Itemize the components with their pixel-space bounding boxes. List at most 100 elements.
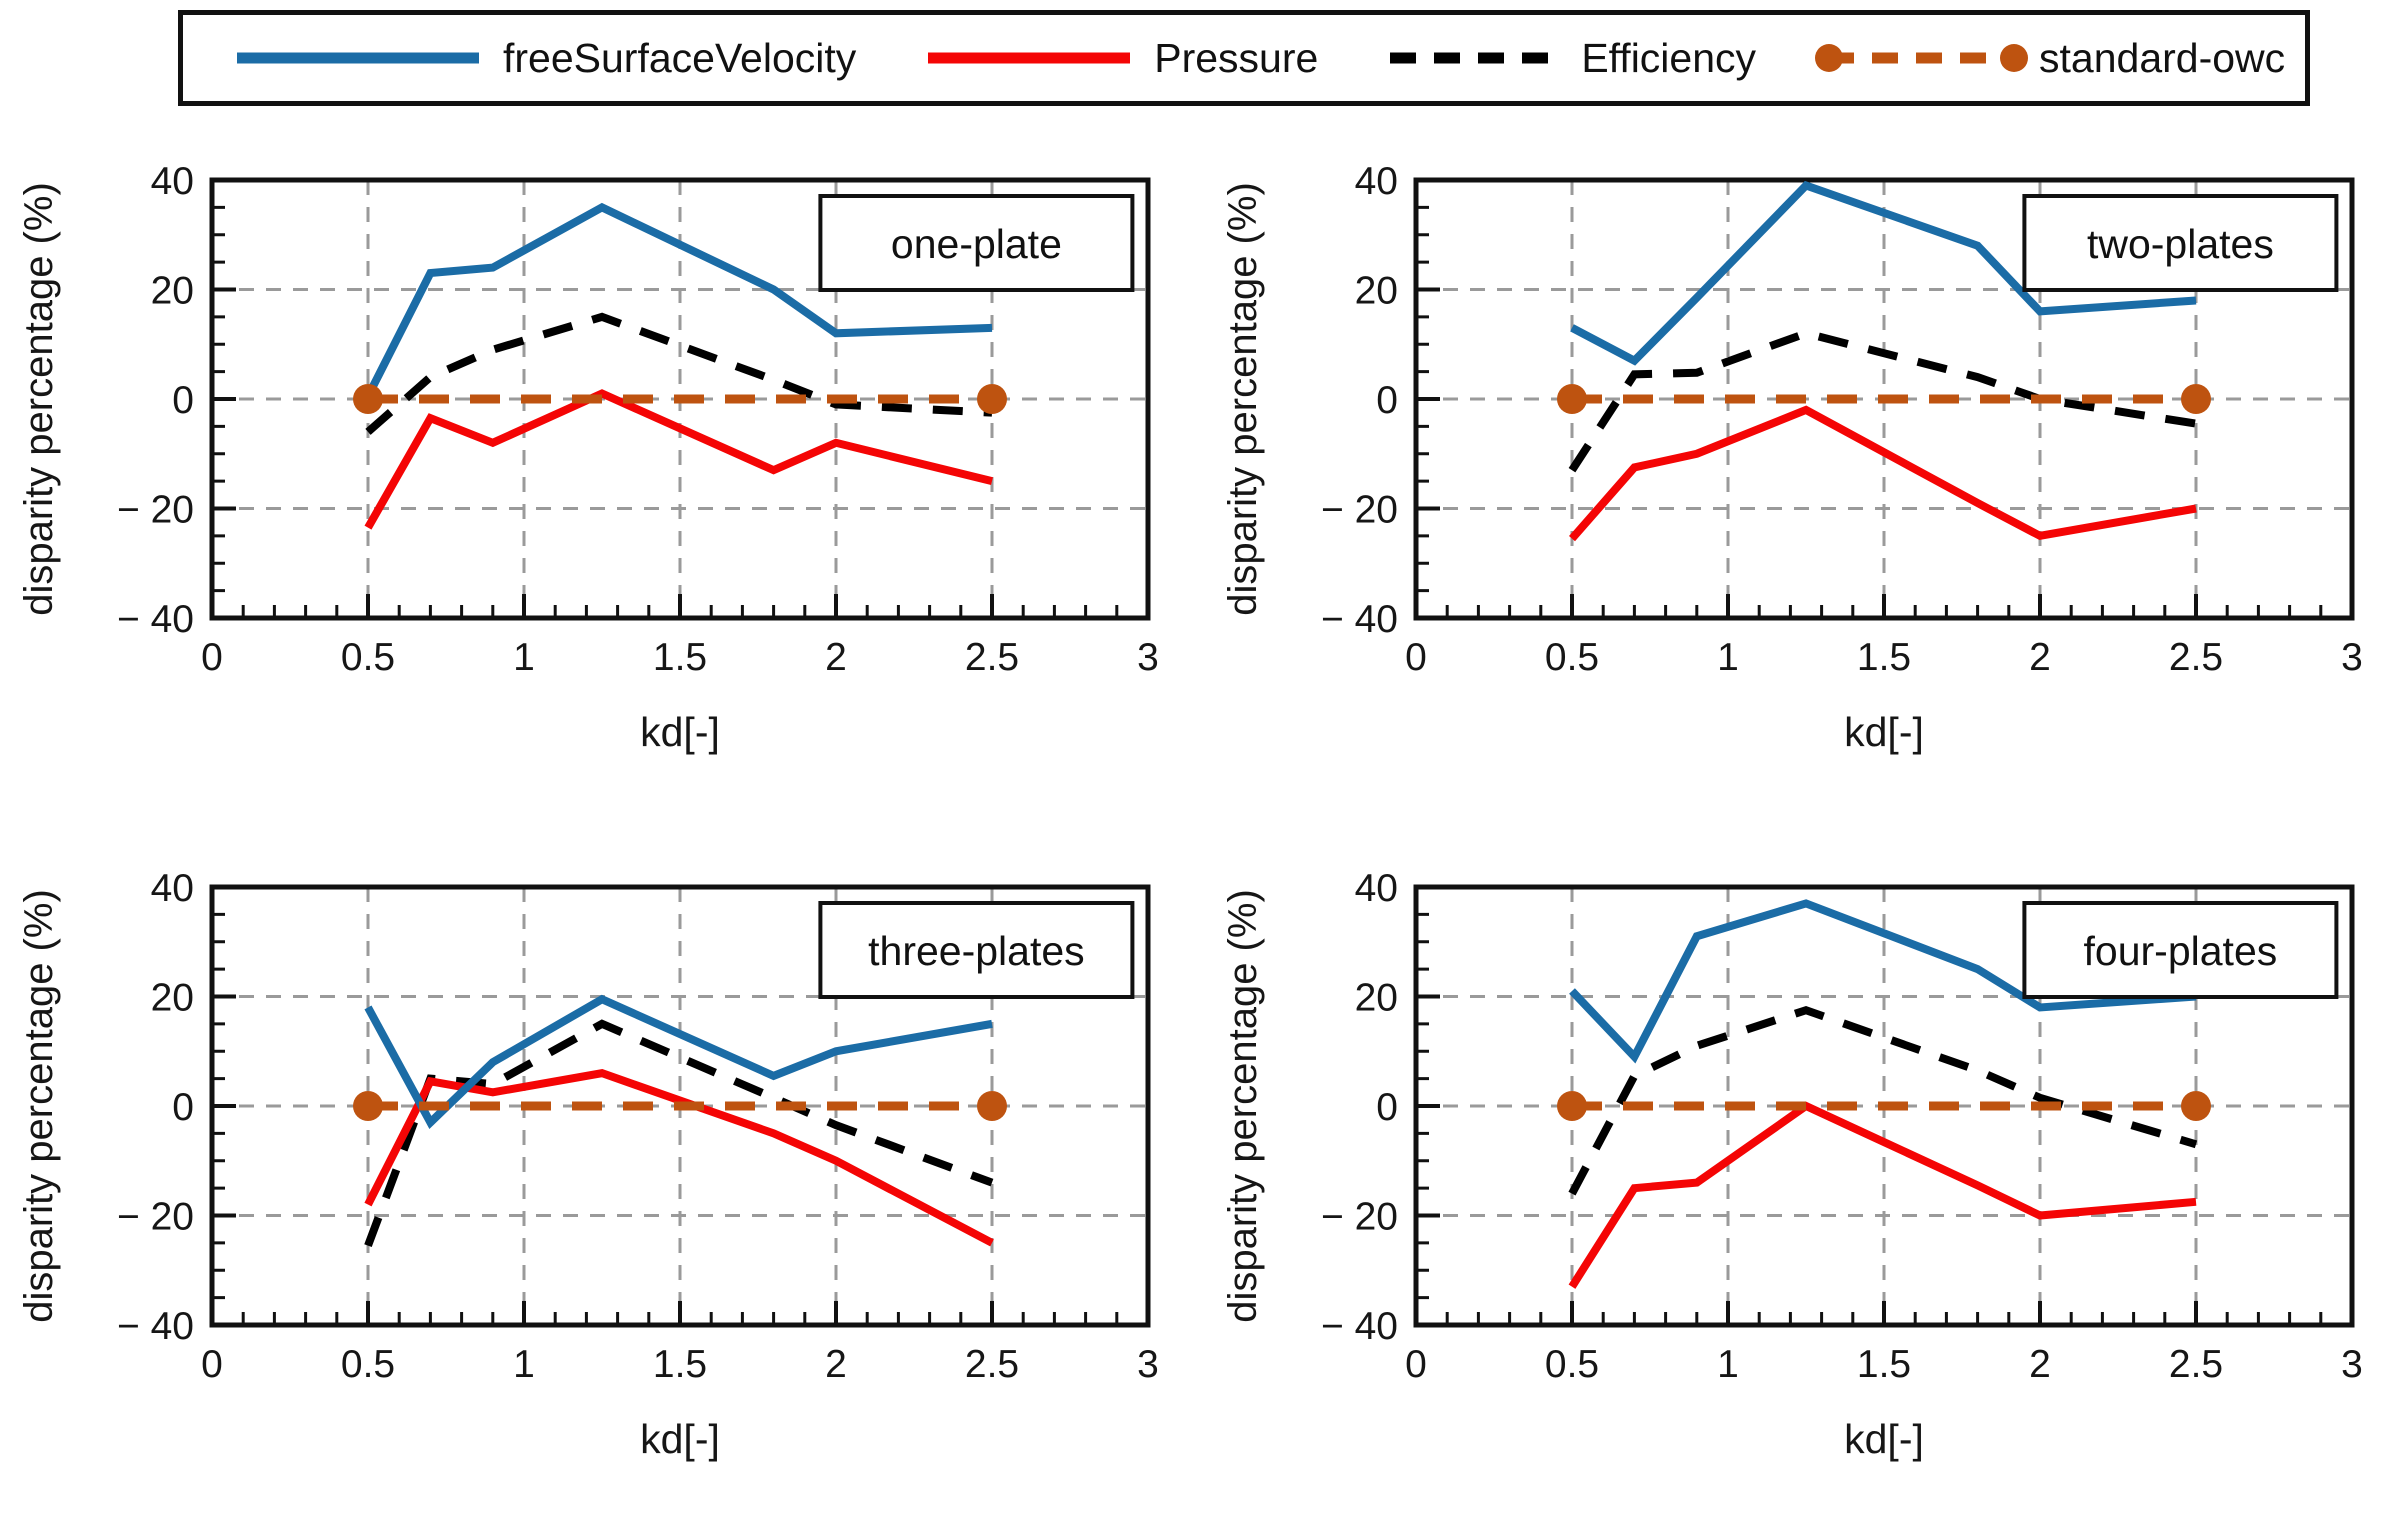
- x-tick-label: 1: [513, 636, 535, 679]
- x-tick-label: 2: [2029, 636, 2051, 679]
- legend-line-sample-dashed-markers-brown: [1814, 41, 2029, 75]
- panel-label-box: [818, 901, 1135, 999]
- x-axis-title: kd[-]: [1844, 709, 1924, 755]
- x-tick-label: 2.5: [2169, 636, 2223, 679]
- series-line-freesurfacevelocity: [364, 202, 993, 399]
- legend-label: standard-owc: [2039, 34, 2286, 81]
- panel-label-box: [818, 194, 1135, 292]
- y-tick-label: 40: [151, 867, 194, 910]
- x-tick-label: 0.5: [341, 1343, 395, 1386]
- x-tick-label: 2.5: [2169, 1343, 2223, 1386]
- chart-four-plates: 0 0.5 1 1.5 2 2.5 3 40 20 0 − 20 − 40 kd[-] disparity…: [1221, 867, 2363, 1462]
- x-tick-label: 0.5: [1545, 636, 1599, 679]
- chart-two-plates: 0 0.5 1 1.5 2 2.5 3 40 20 0 − 20 − 40 kd[-] disparity…: [1221, 160, 2363, 755]
- legend: freeSurfaceVelocity Pressure Efficiency …: [178, 10, 2310, 106]
- y-tick-label: 0: [172, 379, 194, 422]
- series-line-freesurfacevelocity: [1569, 899, 2197, 1064]
- x-tick-label: 3: [2341, 636, 2363, 679]
- chart-grid: 0 0.5 1 1.5 2 2.5 3 40 20 0− 20− 40 kd[-] disparity…: [0, 118, 2408, 1532]
- panel-label: two-plates: [2087, 221, 2274, 267]
- panel-label-box: [2022, 901, 2339, 999]
- legend-sample-marker: [2000, 44, 2029, 72]
- owc-endpoint-marker: [353, 1091, 383, 1121]
- series-line-pressure: [364, 1069, 994, 1247]
- chart-cell-four-plates: 0 0.5 1 1.5 2 2.5 3 40 20 0 − 20 − 40 kd[-] disparity…: [1204, 825, 2408, 1532]
- y-tick-label: 40: [1355, 160, 1398, 203]
- chart-one-plate: 0 0.5 1 1.5 2 2.5 3 40 20 0 − 20 − 40 kd[-] disparity…: [17, 160, 1159, 755]
- x-tick-label: 1.5: [1857, 1343, 1911, 1386]
- x-tick-label: 2.5: [965, 636, 1019, 679]
- y-tick-label: − 20: [1321, 1196, 1398, 1239]
- y-tick-label: − 40: [117, 1305, 194, 1348]
- y-tick-label: − 20: [117, 489, 194, 532]
- y-tick-label: 40: [1355, 867, 1398, 910]
- x-tick-label: 3: [2341, 1343, 2363, 1386]
- legend-line-sample-dashed-black: [1376, 41, 1571, 75]
- owc-endpoint-marker: [977, 384, 1007, 414]
- chart-cell-one-plate: 0 0.5 1 1.5 2 2.5 3 40 20 0 − 20 − 40 kd[-] disparity…: [0, 118, 1204, 825]
- legend-item-efficiency: Efficiency: [1376, 35, 1756, 82]
- y-tick-label: 0: [1376, 379, 1398, 422]
- x-tick-label: 2: [825, 636, 847, 679]
- x-tick-label: 1.5: [1857, 636, 1911, 679]
- y-tick-label: 20: [151, 270, 194, 313]
- x-tick-label: 3: [1137, 1343, 1159, 1386]
- x-tick-label: 1: [1717, 1343, 1739, 1386]
- y-tick-label: − 20: [1321, 489, 1398, 532]
- chart-cell-two-plates: 0 0.5 1 1.5 2 2.5 3 40 20 0 − 20 − 40 kd[-] disparity…: [1204, 118, 2408, 825]
- legend-item-freesurfacevelocity: freeSurfaceVelocity: [223, 35, 856, 82]
- series-line-pressure: [364, 389, 993, 530]
- series-line-freesurfacevelocity: [364, 994, 993, 1129]
- owc-endpoint-marker: [2181, 384, 2211, 414]
- y-axis-title: disparity percentage (%): [1221, 889, 1265, 1323]
- x-tick-label: 0: [1405, 636, 1427, 679]
- legend-sample-svg: [237, 52, 479, 64]
- legend-item-pressure: Pressure: [914, 35, 1318, 82]
- legend-item-standard-owc: standard-owc: [1814, 35, 2285, 82]
- y-tick-label: − 20: [117, 1196, 194, 1239]
- x-axis-title: kd[-]: [1844, 1416, 1924, 1462]
- legend-sample-svg: [928, 52, 1131, 64]
- plot-frame: [1413, 884, 2355, 1328]
- y-axis-title: disparity percentage (%): [17, 889, 61, 1323]
- plot-frame: [1413, 177, 2355, 621]
- x-tick-label: 0: [1405, 1343, 1427, 1386]
- series-line-freesurfacevelocity: [1570, 180, 2197, 366]
- owc-endpoint-marker: [1557, 1091, 1587, 1121]
- x-tick-label: 1.5: [653, 1343, 707, 1386]
- legend-sample-svg: [1390, 52, 1558, 64]
- legend-label: freeSurfaceVelocity: [503, 34, 857, 81]
- y-tick-label: − 40: [1321, 1305, 1398, 1348]
- chart-three-plates: 0 0.5 1 1.5 2 2.5 3 40 20 0 − 20 − 40 kd[-] disparity…: [17, 867, 1159, 1462]
- x-tick-label: 1: [1717, 636, 1739, 679]
- series-line-efficiency: [1568, 1005, 2198, 1196]
- legend-sample-marker: [1815, 44, 1844, 72]
- legend-label: Efficiency: [1581, 34, 1757, 81]
- series-line-pressure: [1568, 405, 2197, 542]
- owc-endpoint-marker: [353, 384, 383, 414]
- x-tick-label: 0.5: [341, 636, 395, 679]
- y-tick-label: 0: [172, 1086, 194, 1129]
- chart-cell-three-plates: 0 0.5 1 1.5 2 2.5 3 40 20 0 − 20 − 40 kd[-] disparity…: [0, 825, 1204, 1532]
- y-axis-title: disparity percentage (%): [1221, 182, 1265, 616]
- y-axis-title: disparity percentage (%): [17, 182, 61, 616]
- x-tick-label: 2: [2029, 1343, 2051, 1386]
- owc-endpoint-marker: [977, 1091, 1007, 1121]
- owc-endpoint-marker: [2181, 1091, 2211, 1121]
- x-axis-title: kd[-]: [640, 709, 720, 755]
- y-tick-label: 20: [1355, 977, 1398, 1020]
- x-tick-label: 0: [201, 1343, 223, 1386]
- y-tick-label: − 40: [117, 598, 194, 641]
- x-tick-label: 2: [825, 1343, 847, 1386]
- x-tick-label: 2.5: [965, 1343, 1019, 1386]
- panel-label-box: [2022, 194, 2339, 292]
- x-tick-label: 1.5: [653, 636, 707, 679]
- y-tick-label: 20: [151, 977, 194, 1020]
- x-axis-title: kd[-]: [640, 1416, 720, 1462]
- x-tick-label: 0.5: [1545, 1343, 1599, 1386]
- x-tick-label: 3: [1137, 636, 1159, 679]
- y-tick-label: 0: [1376, 1086, 1398, 1129]
- panel-label: one-plate: [891, 221, 1062, 267]
- plot-frame: [209, 177, 1151, 621]
